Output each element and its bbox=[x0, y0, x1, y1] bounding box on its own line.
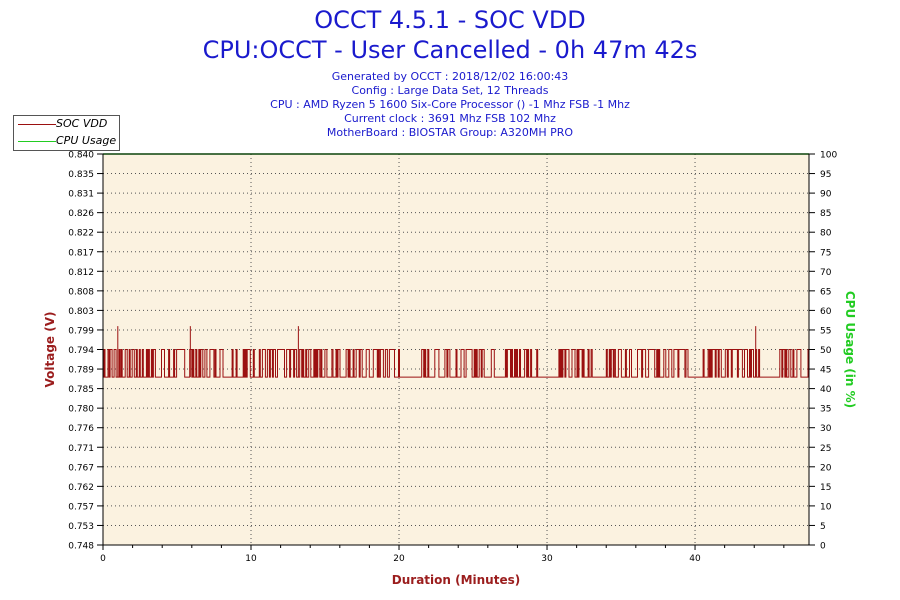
y2-tick-label: 0 bbox=[820, 542, 826, 552]
y2-tick-label: 15 bbox=[820, 483, 831, 493]
y2-tick-label: 40 bbox=[820, 385, 832, 395]
info-generated: Generated by OCCT : 2018/12/02 16:00:43 bbox=[331, 70, 569, 83]
y2-tick-label: 85 bbox=[820, 209, 831, 219]
y-tick-label: 0.831 bbox=[68, 190, 94, 200]
y-tick-label: 0.826 bbox=[68, 209, 94, 219]
x-tick-label: 30 bbox=[541, 554, 553, 564]
y-tick-label: 0.780 bbox=[68, 405, 94, 415]
info-cpu: CPU : AMD Ryzen 5 1600 Six-Core Processo… bbox=[270, 98, 630, 111]
y-tick-label: 0.748 bbox=[68, 542, 94, 552]
y-tick-label: 0.776 bbox=[68, 424, 94, 434]
y2-tick-label: 60 bbox=[820, 307, 832, 317]
y-tick-label: 0.812 bbox=[68, 268, 94, 278]
legend-swatch-soc-vdd bbox=[18, 124, 56, 125]
info-motherboard: MotherBoard : BIOSTAR Group: A320MH PRO bbox=[326, 126, 574, 139]
y-tick-label: 0.753 bbox=[68, 522, 94, 532]
y-tick-label: 0.822 bbox=[68, 229, 94, 239]
soc-vdd-line bbox=[103, 349, 810, 378]
y2-tick-label: 30 bbox=[820, 424, 832, 434]
legend-item-soc-vdd: SOC VDD bbox=[14, 117, 119, 133]
y-tick-label: 0.789 bbox=[68, 366, 94, 376]
y2-tick-label: 55 bbox=[820, 326, 831, 336]
y-tick-label: 0.771 bbox=[68, 444, 94, 454]
y2-tick-label: 75 bbox=[820, 248, 831, 258]
y2-tick-label: 25 bbox=[820, 444, 831, 454]
x-tick-label: 20 bbox=[393, 554, 405, 564]
y2-axis-label: CPU Usage (in %) bbox=[843, 291, 857, 408]
y2-tick-label: 80 bbox=[820, 229, 832, 239]
y-tick-label: 0.808 bbox=[68, 287, 94, 297]
y-tick-label: 0.785 bbox=[68, 385, 94, 395]
y2-tick-label: 65 bbox=[820, 287, 831, 297]
plot-frame bbox=[102, 153, 810, 546]
y-tick-label: 0.799 bbox=[68, 326, 94, 336]
y2-tick-label: 95 bbox=[820, 170, 831, 180]
y-tick-label: 0.835 bbox=[68, 170, 94, 180]
y-tick-label: 0.817 bbox=[68, 248, 94, 258]
y-axis-label: Voltage (V) bbox=[43, 312, 57, 388]
legend-label-soc-vdd: SOC VDD bbox=[56, 117, 108, 130]
chart-subtitle: CPU:OCCT - User Cancelled - 0h 47m 42s bbox=[202, 36, 698, 64]
y2-tick-label: 5 bbox=[820, 522, 826, 532]
legend-swatch-cpu-usage bbox=[18, 141, 56, 142]
x-tick-label: 0 bbox=[100, 554, 106, 564]
x-tick-label: 40 bbox=[689, 554, 701, 564]
y2-tick-label: 70 bbox=[820, 268, 832, 278]
x-axis-label: Duration (Minutes) bbox=[392, 573, 520, 587]
y2-tick-label: 10 bbox=[820, 502, 832, 512]
legend-item-cpu-usage: CPU Usage bbox=[14, 134, 119, 150]
y2-tick-label: 100 bbox=[820, 151, 837, 161]
legend-label-cpu-usage: CPU Usage bbox=[56, 134, 117, 147]
y2-tick-label: 20 bbox=[820, 463, 832, 473]
chart-title: OCCT 4.5.1 - SOC VDD bbox=[314, 6, 586, 34]
info-clock: Current clock : 3691 Mhz FSB 102 Mhz bbox=[344, 112, 556, 125]
info-config: Config : Large Data Set, 12 Threads bbox=[351, 84, 549, 97]
y2-tick-label: 35 bbox=[820, 405, 831, 415]
y2-tick-label: 90 bbox=[820, 190, 832, 200]
y-tick-label: 0.757 bbox=[68, 502, 94, 512]
y-tick-label: 0.803 bbox=[68, 307, 94, 317]
axes: 0.748 0 0.753 5 0.757 10 0.762 15 0.767 20 0.771 25… bbox=[68, 151, 837, 565]
y2-tick-label: 50 bbox=[820, 346, 832, 356]
y2-tick-label: 45 bbox=[820, 366, 831, 376]
chart-legend: SOC VDD CPU Usage bbox=[13, 115, 120, 151]
grid-lines bbox=[103, 154, 809, 545]
y-tick-label: 0.794 bbox=[68, 346, 94, 356]
y-tick-label: 0.840 bbox=[68, 151, 94, 161]
x-tick-label: 10 bbox=[245, 554, 257, 564]
y-tick-label: 0.767 bbox=[68, 463, 94, 473]
y-tick-label: 0.762 bbox=[68, 483, 94, 493]
